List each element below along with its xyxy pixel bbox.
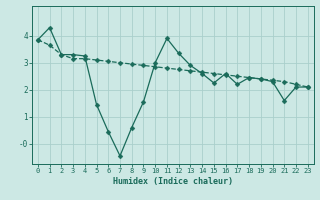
X-axis label: Humidex (Indice chaleur): Humidex (Indice chaleur) bbox=[113, 177, 233, 186]
